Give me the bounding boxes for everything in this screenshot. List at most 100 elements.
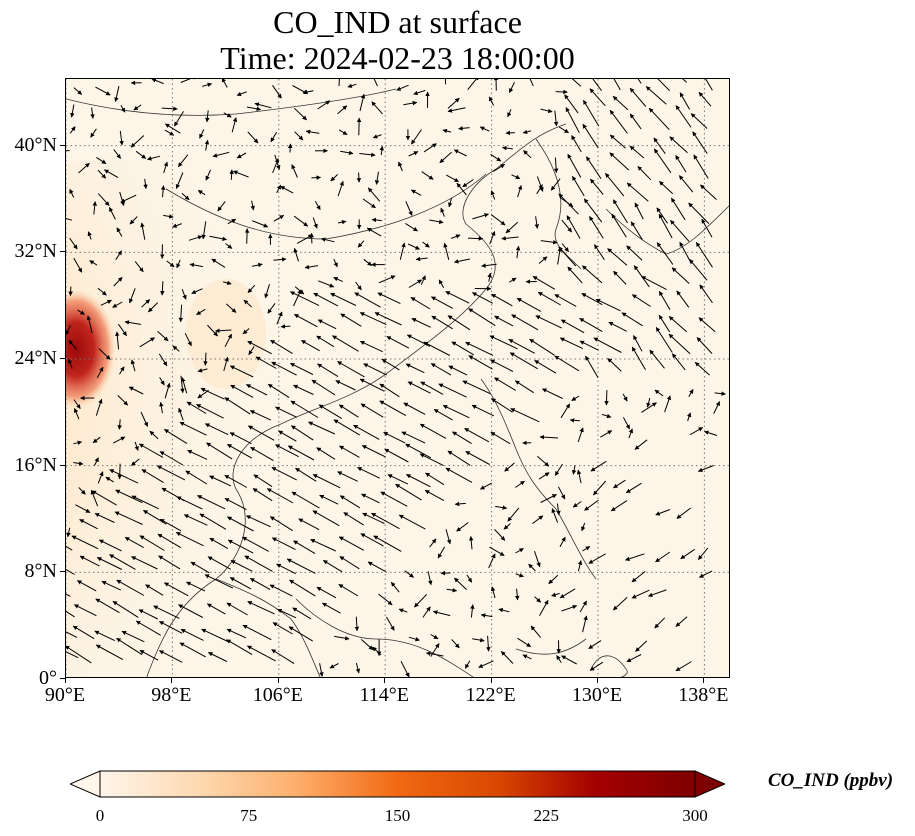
wind-arrow	[582, 99, 600, 127]
x-tick-mark	[277, 678, 279, 683]
wind-arrow	[558, 193, 579, 215]
wind-arrow	[648, 107, 670, 131]
wind-arrow	[472, 292, 494, 304]
wind-arrow	[301, 339, 320, 352]
wind-arrow	[332, 335, 359, 352]
wind-arrow	[609, 152, 630, 171]
wind-arrow	[431, 296, 454, 309]
wind-arrow	[579, 317, 603, 333]
wind-arrow	[410, 189, 422, 196]
wind-arrow	[290, 400, 319, 418]
wind-arrow	[157, 533, 182, 549]
wind-arrow	[530, 625, 542, 638]
wind-arrow	[420, 275, 426, 286]
wind-arrow	[317, 319, 337, 330]
wind-arrow	[247, 284, 256, 294]
wind-arrow	[408, 279, 423, 288]
wind-arrow	[462, 179, 474, 188]
wind-arrow	[579, 340, 599, 351]
wind-arrow	[379, 400, 407, 417]
wind-arrow	[611, 213, 627, 238]
wind-arrow	[135, 150, 147, 159]
wind-arrow	[398, 161, 403, 172]
wind-arrow	[420, 381, 444, 395]
wind-arrow	[556, 655, 562, 663]
wind-arrow	[143, 178, 148, 190]
wind-arrow	[577, 427, 584, 443]
wind-arrow	[158, 650, 183, 663]
wind-arrow	[700, 184, 717, 200]
wind-arrow	[316, 447, 336, 460]
wind-arrow	[338, 404, 359, 418]
wind-arrow	[197, 495, 226, 510]
wind-arrow	[600, 430, 613, 438]
wind-arrow	[109, 554, 136, 570]
wind-arrow	[66, 651, 79, 659]
wind-arrow	[242, 536, 270, 552]
wind-arrow	[272, 622, 293, 635]
wind-arrow	[304, 264, 319, 270]
wind-arrow	[489, 546, 505, 557]
wind-arrow	[657, 79, 670, 92]
wind-arrow	[536, 455, 550, 467]
wind-arrow	[367, 561, 387, 573]
wind-arrow	[516, 297, 542, 312]
wind-arrow	[625, 553, 645, 561]
wind-arrow	[178, 304, 184, 323]
wind-arrow	[381, 358, 400, 371]
wind-arrow	[534, 596, 542, 603]
wind-arrow	[140, 411, 149, 427]
wind-arrow	[250, 446, 274, 462]
wind-arrow	[124, 536, 144, 549]
wind-arrow	[584, 499, 599, 511]
wind-arrow	[413, 89, 426, 96]
wind-arrow	[411, 318, 431, 328]
wind-arrow	[427, 571, 433, 586]
wind-arrow	[408, 636, 420, 642]
concentration-plume-central	[186, 279, 266, 389]
colorbar-tick-label: 225	[533, 806, 560, 825]
wind-arrow	[116, 579, 145, 596]
wind-arrow	[159, 401, 164, 414]
x-tick-mark	[490, 678, 492, 683]
wind-arrow	[583, 198, 603, 223]
wind-arrow	[249, 577, 271, 591]
wind-arrow	[631, 571, 646, 583]
wind-arrow	[503, 523, 511, 530]
wind-arrow	[676, 290, 690, 308]
wind-arrow	[488, 553, 496, 569]
wind-arrow	[191, 288, 203, 294]
wind-arrow	[629, 113, 642, 130]
wind-arrow	[217, 201, 226, 212]
x-tick-label: 98°E	[151, 684, 192, 706]
wind-arrow	[293, 215, 309, 227]
wind-arrow	[141, 299, 151, 308]
wind-arrow	[354, 292, 381, 308]
wind-arrow	[207, 652, 228, 662]
wind-arrow	[490, 190, 496, 200]
wind-arrow	[622, 393, 628, 402]
wind-arrow	[292, 607, 312, 620]
wind-arrow	[613, 479, 626, 489]
wind-arrow	[699, 284, 713, 304]
wind-arrow	[69, 188, 75, 198]
wind-arrow	[96, 156, 107, 165]
wind-arrow	[91, 490, 117, 506]
wind-arrow	[113, 436, 126, 444]
wind-arrow	[613, 79, 621, 91]
wind-arrow	[183, 514, 208, 526]
wind-arrow	[415, 256, 428, 262]
wind-arrow	[128, 386, 144, 395]
wind-arrow	[288, 626, 313, 642]
wind-arrow	[631, 589, 650, 599]
wind-arrow	[294, 131, 304, 141]
wind-arrow	[408, 151, 419, 157]
wind-arrow	[138, 443, 164, 458]
wind-arrow	[612, 95, 629, 111]
wind-arrow	[567, 266, 583, 284]
wind-arrow	[181, 377, 188, 394]
wind-arrow	[181, 192, 190, 201]
wind-arrow	[693, 154, 709, 179]
wind-arrow	[679, 92, 691, 110]
wind-arrow	[176, 496, 203, 510]
